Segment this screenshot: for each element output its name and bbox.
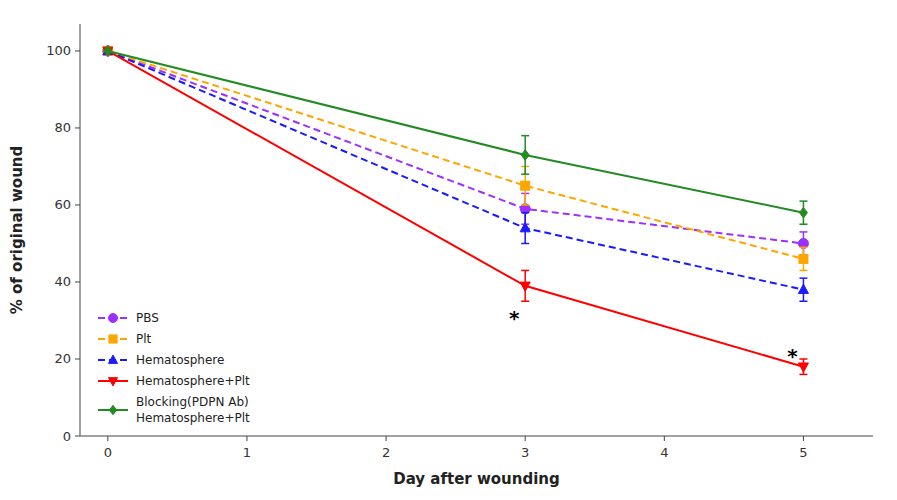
y-tick — [75, 436, 80, 437]
series-line — [108, 51, 804, 213]
legend: PBS Plt Hematosphere Hematosphere+Plt Blocki… — [98, 311, 250, 425]
data-point — [799, 207, 807, 218]
series-line — [108, 51, 804, 367]
chart: 0 1 2 3 4 5 0 20 40 60 80 100 Day after wounding % of… — [0, 0, 897, 500]
x-tick — [803, 436, 804, 441]
error-bar — [799, 247, 807, 270]
data-point — [798, 238, 808, 248]
error-bar — [799, 278, 807, 301]
plot-area — [103, 45, 809, 374]
error-bar — [521, 213, 529, 244]
data-point — [799, 254, 808, 263]
data-point — [798, 363, 808, 372]
legend-label: PBS — [136, 311, 159, 325]
x-axis-line — [80, 436, 873, 437]
x-tick — [107, 436, 108, 441]
data-point — [521, 181, 530, 190]
y-tick-label: 20 — [54, 351, 71, 366]
annotation: * — [787, 344, 798, 368]
legend-label: Hematosphere — [136, 353, 224, 367]
x-tick — [386, 436, 387, 441]
x-tick — [664, 436, 665, 441]
x-tick-label: 4 — [660, 445, 668, 460]
y-tick — [75, 204, 80, 205]
y-tick-label: 80 — [54, 120, 71, 135]
y-axis-label: % of original wound — [8, 146, 26, 314]
error-bar — [521, 270, 529, 301]
x-tick — [525, 436, 526, 441]
legend-marker — [109, 378, 118, 386]
x-tick-label: 3 — [521, 445, 529, 460]
x-tick-label: 5 — [799, 445, 807, 460]
legend-marker — [109, 405, 116, 414]
data-point — [521, 150, 529, 161]
legend-marker — [109, 355, 118, 363]
x-tick-label: 0 — [104, 445, 112, 460]
data-point — [104, 46, 112, 57]
y-tick — [75, 127, 80, 128]
legend-label: Hematosphere+Plt — [136, 374, 250, 388]
x-tick-label: 2 — [382, 445, 390, 460]
y-tick-label: 40 — [54, 274, 71, 289]
data-point — [103, 46, 112, 55]
data-point — [798, 284, 808, 293]
error-bar — [521, 136, 529, 175]
annotation: * — [509, 306, 520, 330]
y-tick-label: 60 — [54, 197, 71, 212]
data-point — [520, 223, 530, 232]
legend-marker — [109, 335, 117, 343]
x-tick-label: 1 — [243, 445, 251, 460]
data-point — [520, 204, 530, 214]
data-point — [520, 282, 530, 291]
error-bar — [799, 359, 807, 374]
y-tick — [75, 281, 80, 282]
y-tick — [75, 358, 80, 359]
y-tick-label: 0 — [63, 429, 71, 444]
x-tick — [246, 436, 247, 441]
series-line — [108, 51, 804, 259]
y-tick — [75, 50, 80, 51]
data-point — [103, 46, 113, 56]
y-tick-label: 100 — [46, 43, 71, 58]
series-line — [108, 51, 804, 244]
legend-label: Plt — [136, 332, 152, 346]
error-bar — [799, 201, 807, 224]
x-axis-label: Day after wounding — [393, 470, 560, 488]
legend-label: Blocking(PDPN Ab)Hematosphere+Plt — [136, 395, 250, 425]
legend-marker — [109, 314, 118, 323]
y-axis-line — [80, 24, 81, 436]
series-line — [108, 51, 804, 290]
